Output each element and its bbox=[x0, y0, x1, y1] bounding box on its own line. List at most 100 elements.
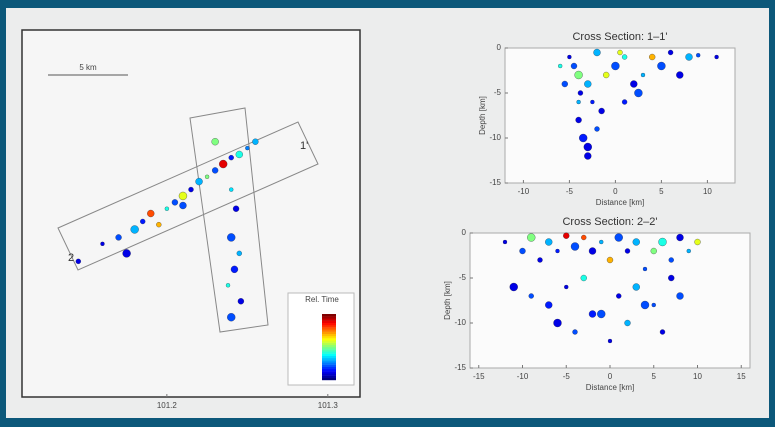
colorbar-segment bbox=[322, 318, 336, 320]
data-point bbox=[576, 117, 582, 123]
colorbar-segment bbox=[322, 362, 336, 364]
data-point bbox=[590, 100, 594, 104]
data-point bbox=[562, 81, 568, 87]
section-label: 2 bbox=[68, 252, 74, 264]
data-point bbox=[599, 108, 605, 114]
y-tick-label: 0 bbox=[462, 228, 467, 237]
data-point bbox=[563, 233, 569, 239]
data-point bbox=[669, 258, 674, 263]
data-point bbox=[205, 175, 209, 179]
colorbar-segment bbox=[322, 351, 336, 353]
colorbar-segment bbox=[322, 356, 336, 358]
data-point bbox=[503, 240, 507, 244]
data-point bbox=[520, 248, 526, 254]
data-point bbox=[686, 54, 693, 61]
data-point bbox=[659, 238, 667, 246]
data-point bbox=[554, 319, 562, 327]
data-point bbox=[212, 138, 219, 145]
data-point bbox=[245, 146, 249, 150]
colorbar-segment bbox=[322, 345, 336, 347]
data-point bbox=[633, 284, 640, 291]
data-point bbox=[584, 143, 592, 151]
x-tick-label: 0 bbox=[608, 372, 613, 381]
x-tick-label: 101.3 bbox=[318, 401, 339, 410]
data-point bbox=[578, 91, 583, 96]
plot-area bbox=[505, 48, 735, 183]
colorbar-segment bbox=[322, 314, 336, 316]
data-point bbox=[571, 243, 579, 251]
data-point bbox=[622, 100, 627, 105]
data-point bbox=[116, 234, 122, 240]
data-point bbox=[131, 225, 139, 233]
data-point bbox=[179, 192, 187, 200]
data-point bbox=[584, 153, 591, 160]
x-tick-label: -5 bbox=[566, 187, 574, 196]
x-tick-label: 10 bbox=[703, 187, 712, 196]
data-point bbox=[594, 49, 601, 56]
data-point bbox=[696, 53, 700, 57]
chart-title: Cross Section: 1–1' bbox=[572, 31, 667, 43]
chart: 101.2101.35 km21'Rel. TimeCross Section:… bbox=[0, 0, 775, 427]
data-point bbox=[189, 187, 194, 192]
data-point bbox=[625, 249, 630, 254]
colorbar-segment bbox=[322, 365, 336, 367]
data-point bbox=[172, 199, 178, 205]
y-axis-label: Depth [km] bbox=[443, 281, 452, 320]
colorbar-segment bbox=[322, 338, 336, 340]
data-point bbox=[212, 167, 218, 173]
data-point bbox=[616, 294, 621, 299]
data-point bbox=[668, 275, 674, 281]
data-point bbox=[651, 248, 657, 254]
x-axis-label: Distance [km] bbox=[596, 198, 644, 207]
data-point bbox=[252, 139, 258, 145]
data-point bbox=[231, 266, 238, 273]
data-point bbox=[599, 240, 603, 244]
x-tick-label: -5 bbox=[563, 372, 571, 381]
y-tick-label: -5 bbox=[494, 88, 502, 97]
colorbar-segment bbox=[322, 360, 336, 362]
data-point bbox=[564, 285, 568, 289]
y-tick-label: -10 bbox=[454, 318, 466, 327]
colorbar-segment bbox=[322, 336, 336, 338]
colorbar-segment bbox=[322, 358, 336, 360]
colorbar-segment bbox=[322, 373, 336, 375]
data-point bbox=[237, 251, 242, 256]
data-point bbox=[603, 72, 609, 78]
x-tick-label: 0 bbox=[613, 187, 618, 196]
data-point bbox=[545, 239, 552, 246]
data-point bbox=[577, 100, 581, 104]
x-tick-label: 15 bbox=[737, 372, 746, 381]
data-point bbox=[229, 155, 234, 160]
x-tick-label: 5 bbox=[659, 187, 664, 196]
data-point bbox=[227, 313, 235, 321]
y-tick-label: -5 bbox=[459, 273, 467, 282]
data-point bbox=[229, 188, 233, 192]
y-tick-label: -15 bbox=[454, 363, 466, 372]
data-point bbox=[625, 320, 631, 326]
data-point bbox=[558, 64, 562, 68]
colorbar-segment bbox=[322, 332, 336, 334]
data-point bbox=[687, 249, 691, 253]
colorbar-segment bbox=[322, 367, 336, 369]
data-point bbox=[618, 50, 623, 55]
data-point bbox=[677, 293, 684, 300]
data-point bbox=[643, 267, 647, 271]
colorbar-segment bbox=[322, 347, 336, 349]
data-point bbox=[233, 206, 239, 212]
data-point bbox=[715, 55, 719, 59]
data-point bbox=[660, 330, 665, 335]
colorbar-segment bbox=[322, 325, 336, 327]
colorbar-segment bbox=[322, 369, 336, 371]
data-point bbox=[652, 303, 656, 307]
x-tick-label: 5 bbox=[652, 372, 657, 381]
colorbar-segment bbox=[322, 334, 336, 336]
x-tick-label: 101.2 bbox=[157, 401, 178, 410]
data-point bbox=[571, 63, 577, 69]
data-point bbox=[179, 202, 186, 209]
colorbar-label: Rel. Time bbox=[305, 295, 339, 304]
data-point bbox=[676, 72, 683, 79]
data-point bbox=[581, 275, 587, 281]
colorbar-segment bbox=[322, 316, 336, 318]
legend-box bbox=[288, 293, 354, 385]
data-point bbox=[573, 330, 578, 335]
